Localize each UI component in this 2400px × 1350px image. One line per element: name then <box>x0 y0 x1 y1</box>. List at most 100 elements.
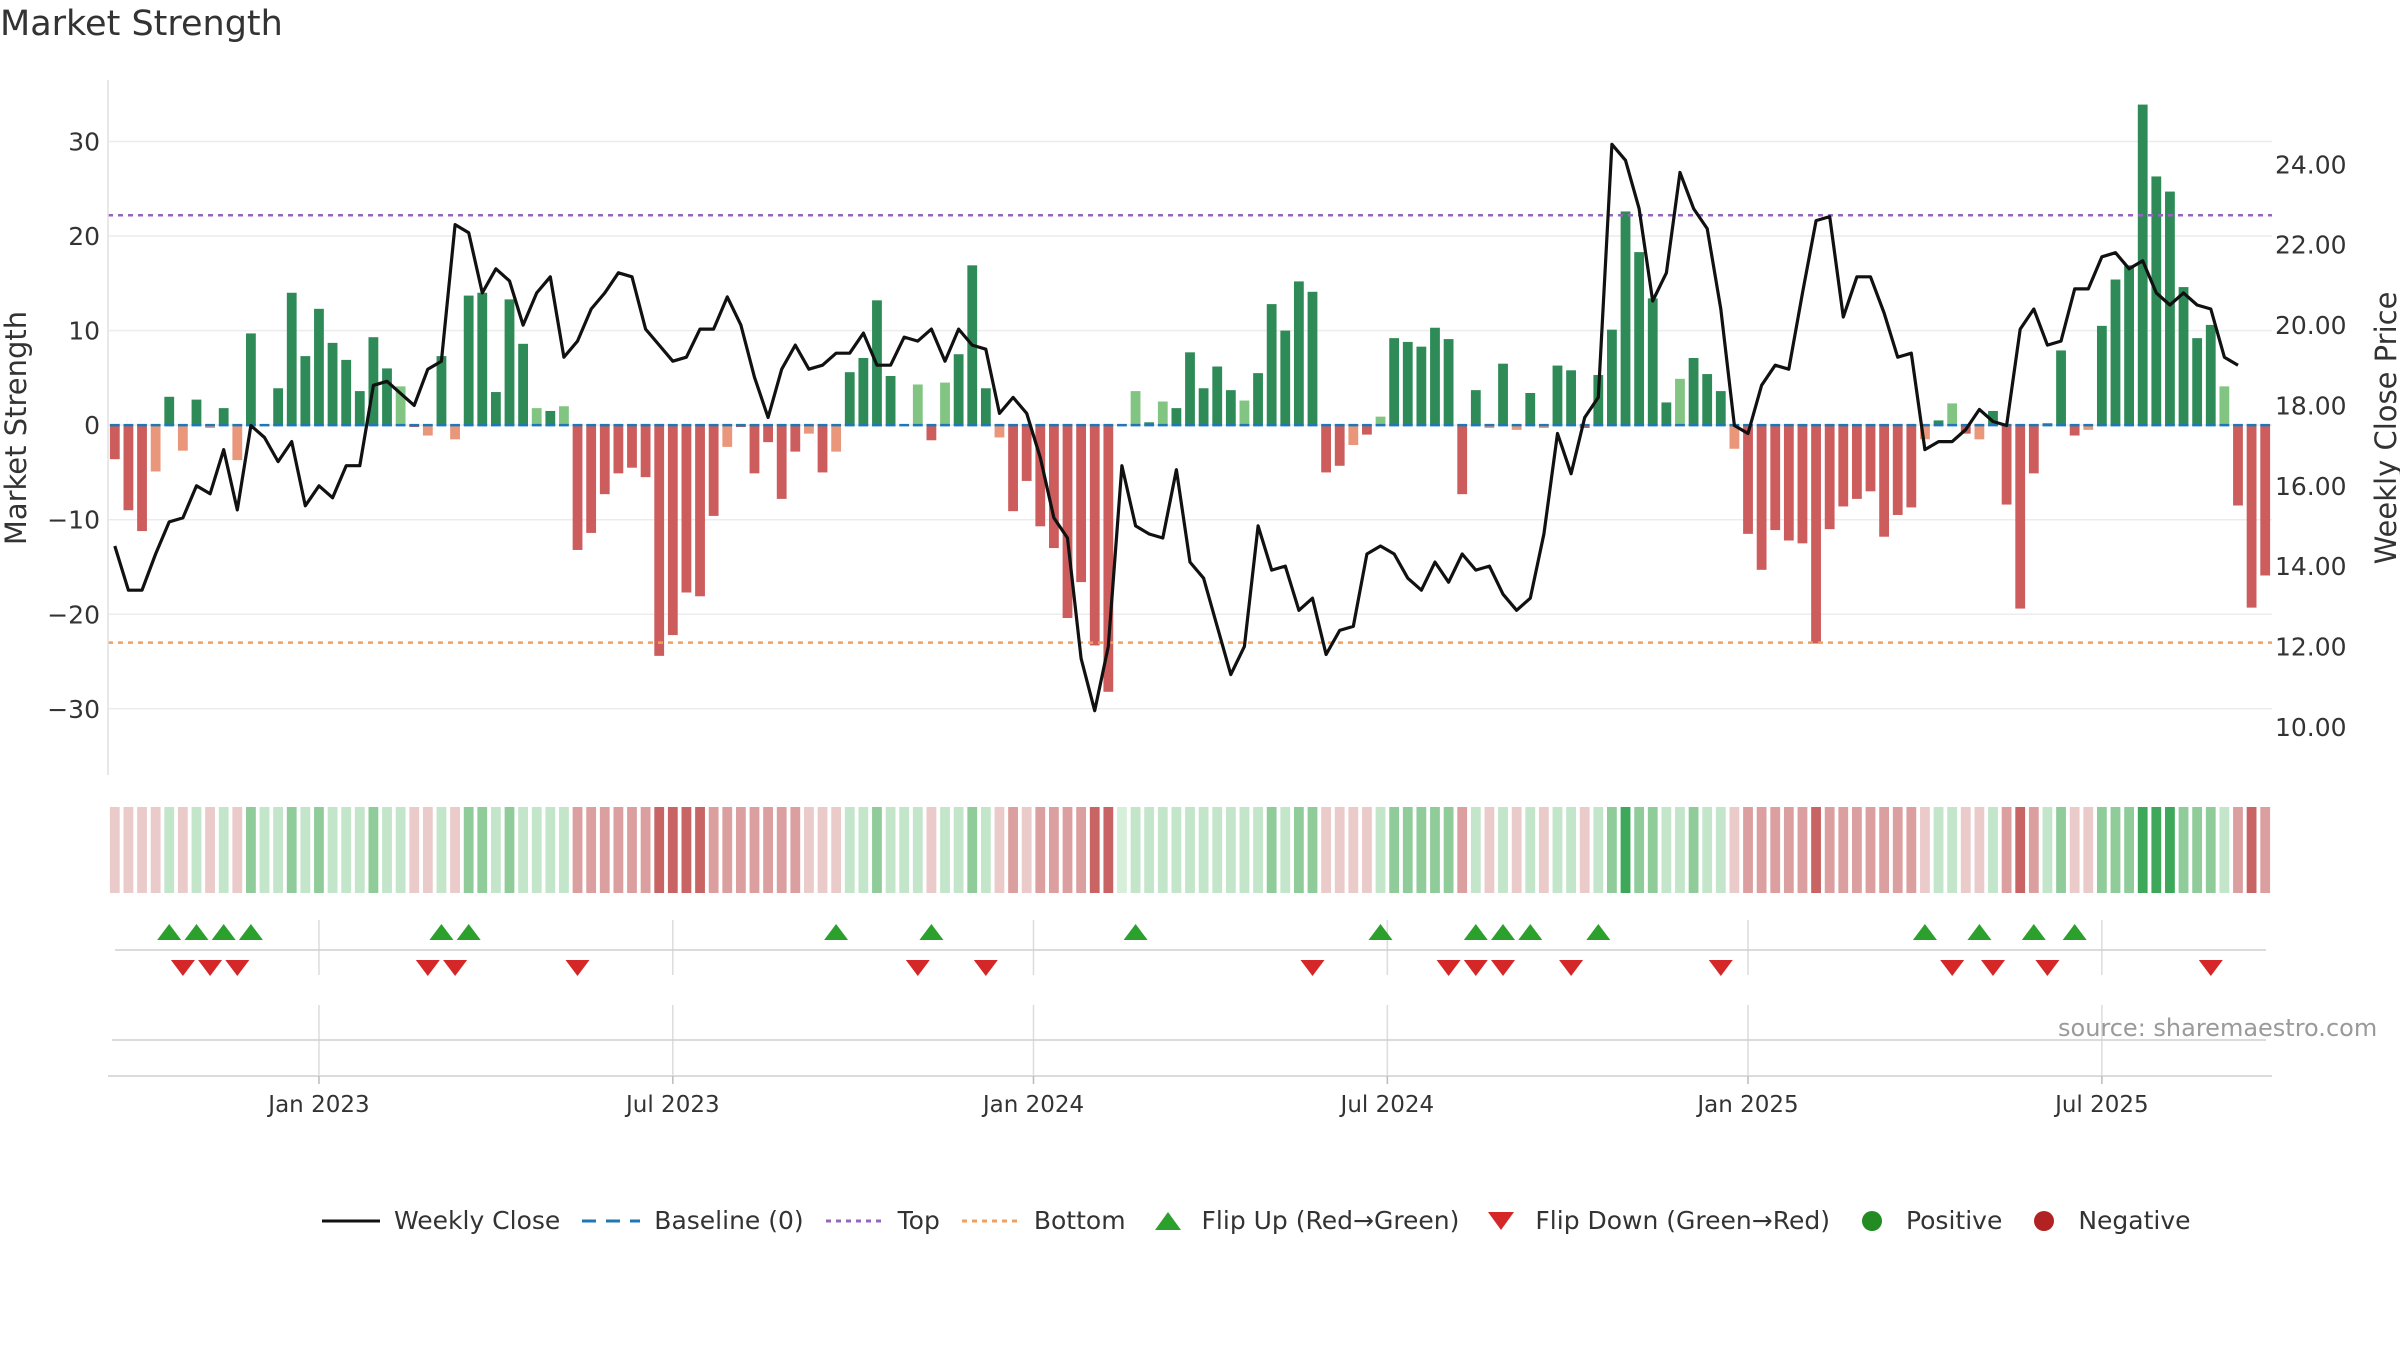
state-cell <box>1783 807 1794 893</box>
state-cell <box>395 807 406 893</box>
state-cell <box>872 807 882 893</box>
dot-icon <box>1861 1210 1882 1231</box>
legend-label: Positive <box>1905 1206 2003 1235</box>
state-cell <box>1185 807 1195 893</box>
state-cell <box>1225 807 1236 893</box>
state-cell <box>205 807 215 893</box>
reference-lines <box>108 213 2272 644</box>
strength-bar <box>150 425 161 472</box>
strength-bar <box>1089 425 1100 646</box>
state-cell <box>1212 807 1223 893</box>
strength-bar <box>1280 330 1291 426</box>
state-cell <box>722 807 733 893</box>
strength-bar <box>1008 425 1018 512</box>
strength-bar <box>1715 391 1726 426</box>
state-cell <box>1389 807 1400 893</box>
state-cell <box>518 807 529 893</box>
legend-label: Negative <box>2078 1206 2191 1235</box>
state-cell <box>422 807 433 893</box>
strength-bar <box>1062 425 1073 619</box>
strength-bar <box>1974 425 1985 440</box>
strength-bar <box>368 337 379 426</box>
left-tick-label: −30 <box>47 695 100 724</box>
state-cell <box>1892 807 1903 893</box>
state-cell <box>2137 807 2148 893</box>
strength-bar <box>980 388 991 426</box>
state-cell <box>1280 807 1291 893</box>
state-cell <box>286 807 297 893</box>
strength-bar <box>2178 287 2189 426</box>
state-cell <box>613 807 624 893</box>
state-cell <box>1824 807 1835 893</box>
strength-bar <box>586 425 597 533</box>
state-cell <box>2192 807 2203 893</box>
legend-item-negative: Negative <box>2024 1206 2191 1235</box>
flip-down-marker <box>443 960 468 976</box>
x-tick-label: Jul 2025 <box>2053 1092 2149 1118</box>
flip-up-marker <box>824 924 849 940</box>
strength-bar <box>205 425 215 428</box>
strength-bar <box>1362 425 1372 435</box>
state-cell <box>763 807 773 893</box>
state-cell <box>314 807 324 893</box>
state-cell <box>1089 807 1100 893</box>
strength-bar <box>776 425 787 499</box>
state-cell <box>259 807 270 893</box>
strength-bar <box>327 342 338 426</box>
strength-bar <box>1048 425 1059 549</box>
flip-up-marker <box>1912 924 1937 940</box>
strength-bar <box>1402 341 1413 426</box>
strength-bar <box>450 425 460 440</box>
weekly-close-path <box>113 142 2239 713</box>
state-cell <box>1362 807 1372 893</box>
flip-down-marker <box>2035 960 2060 976</box>
legend-label: Bottom <box>1033 1206 1126 1235</box>
strength-bar <box>545 410 556 426</box>
state-cell <box>1498 807 1508 893</box>
flip-up-marker <box>211 924 236 940</box>
state-cell <box>1457 807 1468 893</box>
flip-up-marker <box>456 924 481 940</box>
strength-bar <box>1498 363 1508 426</box>
state-cell <box>2001 807 2012 893</box>
strength-bar <box>1566 370 1576 426</box>
state-cell <box>1117 807 1127 893</box>
state-cell <box>490 807 501 893</box>
state-cell <box>218 807 229 893</box>
state-cell <box>1552 807 1563 893</box>
strength-bar <box>627 425 637 468</box>
flip-down-marker <box>2198 960 2223 976</box>
state-cell <box>2110 807 2121 893</box>
flip-down-marker <box>1981 960 2005 976</box>
state-cell <box>436 807 447 893</box>
state-cell <box>300 807 311 893</box>
state-cell <box>667 807 678 893</box>
flip-down-marker <box>170 960 195 976</box>
strength-bar <box>2260 425 2271 576</box>
flip-up-marker <box>1967 924 1992 940</box>
state-cell <box>1430 807 1440 893</box>
strength-bar <box>1811 425 1821 644</box>
legend-label: Weekly Close <box>394 1206 561 1235</box>
strength-bar <box>504 299 515 426</box>
state-cell <box>1974 807 1985 893</box>
chart-title: Market Strength <box>0 4 283 44</box>
strength-bar <box>1185 352 1195 426</box>
state-cell <box>627 807 637 893</box>
state-cell <box>1484 807 1495 893</box>
strength-bar <box>137 425 147 532</box>
flip-up-marker <box>2021 924 2046 940</box>
right-tick-label: 16.00 <box>2275 472 2347 501</box>
strength-bars <box>109 104 2271 692</box>
state-cell <box>599 807 610 893</box>
flip-up-marker <box>919 924 944 940</box>
state-cell <box>1334 807 1345 893</box>
strength-bar <box>2124 265 2134 426</box>
state-cell <box>368 807 379 893</box>
state-cell <box>1470 807 1481 893</box>
flip-down-marker <box>565 960 590 976</box>
strength-bar <box>531 408 542 426</box>
legend-item-bottom: Bottom <box>961 1206 1126 1235</box>
strength-bar <box>1552 365 1563 426</box>
state-cell <box>1008 807 1018 893</box>
